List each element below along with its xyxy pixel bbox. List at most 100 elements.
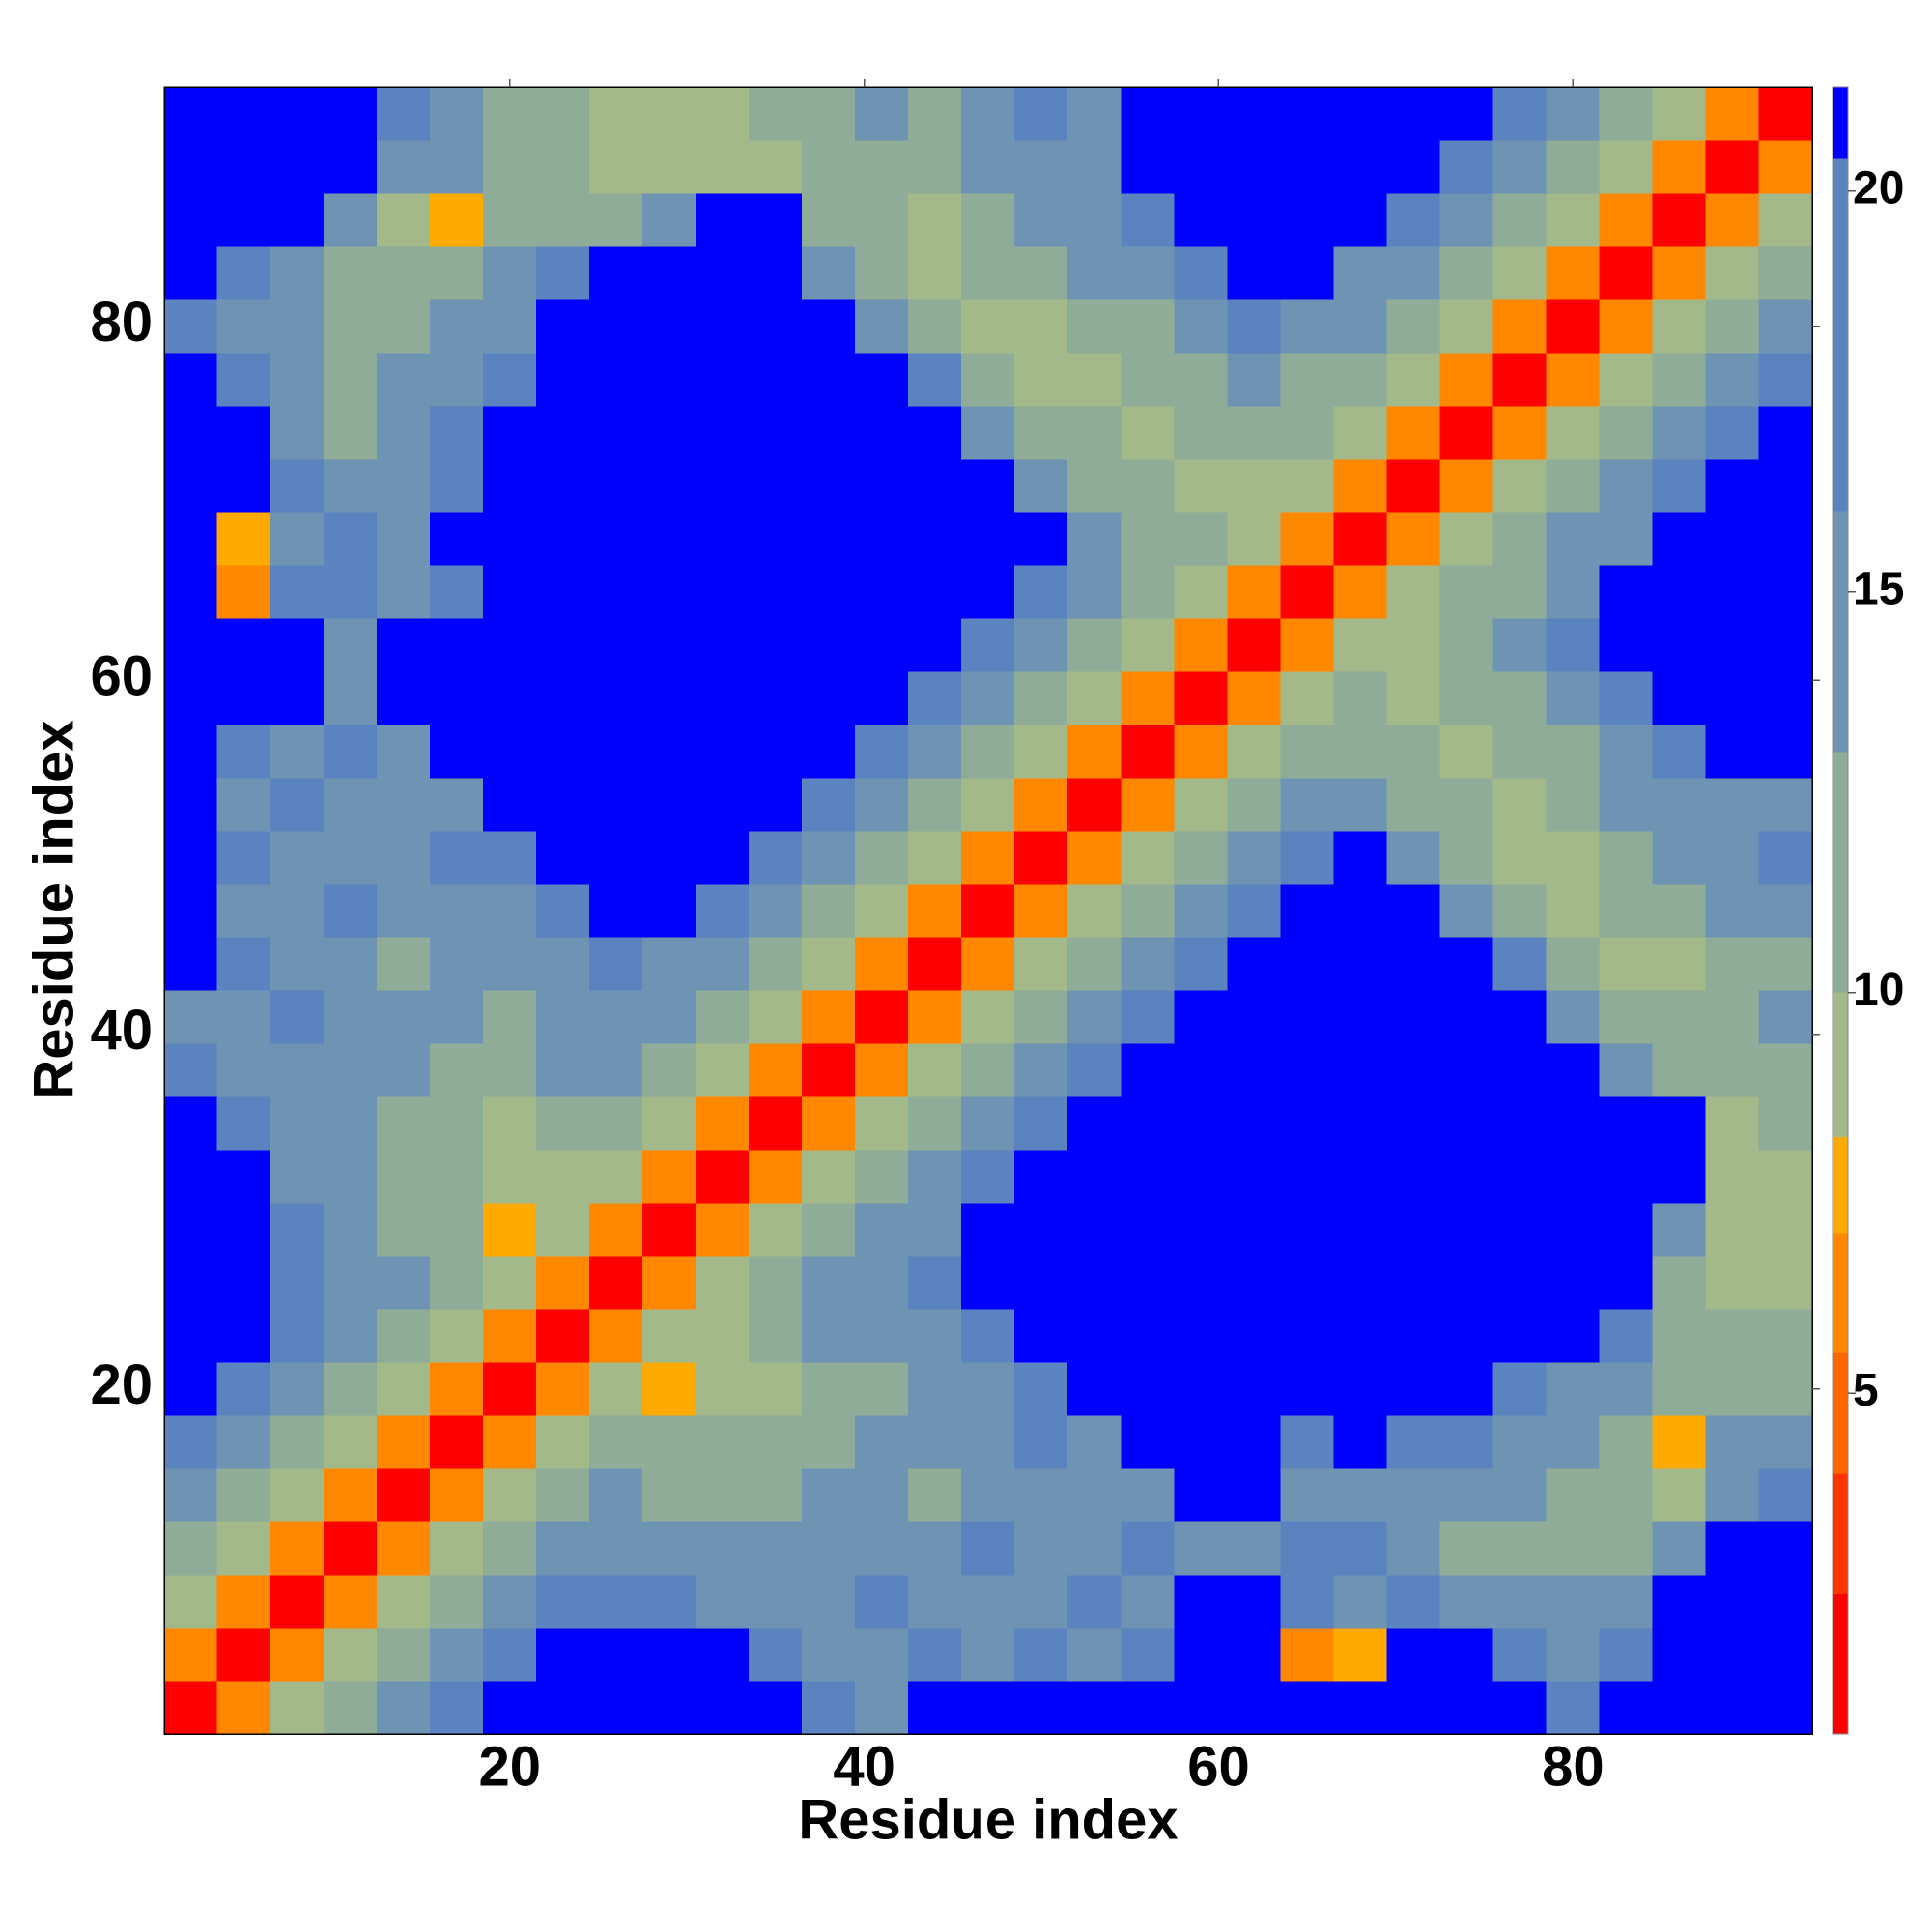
heatmap-cell	[1652, 724, 1707, 779]
heatmap-cell	[1067, 1361, 1122, 1416]
heatmap-cell	[802, 617, 856, 672]
heatmap-cell	[1705, 298, 1760, 354]
heatmap-cell	[1652, 830, 1707, 885]
heatmap-cell	[216, 1255, 271, 1310]
heatmap-cell	[802, 1202, 856, 1257]
heatmap-cell	[1492, 1042, 1548, 1097]
heatmap-cell	[802, 670, 856, 725]
heatmap-cell	[376, 1202, 431, 1257]
heatmap-cell	[1652, 1520, 1707, 1576]
heatmap-cell	[1333, 458, 1388, 513]
heatmap-cell	[1439, 1414, 1494, 1469]
heatmap-cell	[1758, 564, 1813, 619]
colorbar-segment	[1833, 87, 1848, 159]
heatmap-cell	[270, 989, 325, 1044]
heatmap-cell	[1386, 405, 1441, 460]
heatmap-cell	[1439, 724, 1494, 779]
heatmap-cell	[376, 1414, 431, 1469]
heatmap-cell	[376, 352, 431, 407]
heatmap-cell	[1227, 936, 1281, 991]
heatmap-cell	[641, 1414, 696, 1469]
heatmap-cell	[802, 1414, 856, 1469]
heatmap-cell	[1227, 298, 1281, 354]
heatmap-cell	[1280, 298, 1335, 354]
heatmap-cell	[1014, 1414, 1068, 1469]
heatmap-cell	[376, 564, 431, 619]
heatmap-cell	[1333, 298, 1388, 354]
heatmap-cell	[908, 989, 962, 1044]
heatmap-cell	[749, 830, 803, 885]
heatmap-cell	[1014, 1308, 1068, 1363]
heatmap-cell	[1227, 1680, 1281, 1735]
heatmap-cell	[1492, 86, 1548, 141]
heatmap-cell	[1333, 1627, 1388, 1682]
heatmap-cell	[855, 724, 909, 779]
colorbar-segment	[1833, 511, 1848, 753]
heatmap-cell	[1758, 192, 1813, 247]
heatmap-cell	[1492, 564, 1548, 619]
heatmap-cell	[1492, 245, 1548, 300]
heatmap-cell	[855, 1149, 909, 1204]
heatmap-cell	[749, 564, 803, 619]
heatmap-cell	[1227, 1414, 1281, 1469]
heatmap-cell	[641, 989, 696, 1044]
heatmap-cell	[1439, 670, 1494, 725]
heatmap-cell	[1280, 511, 1335, 566]
heatmap-cell	[855, 1202, 909, 1257]
heatmap-cell	[1121, 1308, 1175, 1363]
heatmap-cell	[749, 670, 803, 725]
heatmap-cell	[270, 139, 325, 194]
colorbar-segment	[1833, 752, 1848, 993]
heatmap-cell	[535, 777, 590, 832]
heatmap-cell	[802, 1574, 856, 1629]
heatmap-cell	[1280, 883, 1335, 938]
heatmap-cell	[1067, 352, 1122, 407]
heatmap-cell	[376, 1361, 431, 1416]
heatmap-cell	[216, 1149, 271, 1204]
heatmap-cell	[588, 989, 643, 1044]
heatmap-cell	[323, 883, 378, 938]
heatmap-cell	[855, 1361, 909, 1416]
heatmap-cell	[429, 1361, 484, 1416]
heatmap-cell	[1067, 245, 1122, 300]
heatmap-cell	[1599, 511, 1654, 566]
heatmap-cell	[749, 1202, 803, 1257]
heatmap-cell	[1280, 1095, 1335, 1151]
heatmap-cell	[1599, 1095, 1654, 1151]
heatmap-cell	[749, 883, 803, 938]
heatmap-cell	[376, 617, 431, 672]
heatmap-cell	[482, 511, 537, 566]
heatmap-cell	[1014, 1149, 1068, 1204]
heatmap-cell	[588, 936, 643, 991]
heatmap-cell	[855, 458, 909, 513]
heatmap-cell	[696, 1042, 750, 1097]
heatmap-cell	[961, 1095, 1015, 1151]
heatmap-cell	[1439, 1680, 1494, 1735]
plot-frame	[163, 86, 1813, 1735]
heatmap-cell	[535, 1361, 590, 1416]
heatmap-cell	[1492, 936, 1548, 991]
heatmap-cell	[163, 86, 218, 141]
heatmap-cell	[1014, 192, 1068, 247]
heatmap-cell	[1067, 86, 1122, 141]
heatmap-cell	[1174, 1255, 1228, 1310]
heatmap-cell	[588, 1361, 643, 1416]
heatmap-cell	[163, 1680, 218, 1735]
heatmap-cell	[961, 1627, 1015, 1682]
heatmap-cell	[908, 1520, 962, 1576]
heatmap-cell	[1758, 1680, 1813, 1735]
heatmap-cell	[1067, 564, 1122, 619]
heatmap-cell	[216, 724, 271, 779]
heatmap-cell	[802, 830, 856, 885]
heatmap-cell	[1705, 564, 1760, 619]
heatmap-cell	[641, 1574, 696, 1629]
heatmap-cell	[961, 458, 1015, 513]
heatmap-cell	[908, 936, 962, 991]
heatmap-cell	[216, 830, 271, 885]
heatmap-cell	[1067, 1414, 1122, 1469]
heatmap-cell	[1652, 1202, 1707, 1257]
heatmap-cell	[1546, 458, 1601, 513]
heatmap-cell	[323, 1361, 378, 1416]
heatmap-cell	[1174, 1627, 1228, 1682]
heatmap-cell	[1067, 1308, 1122, 1363]
